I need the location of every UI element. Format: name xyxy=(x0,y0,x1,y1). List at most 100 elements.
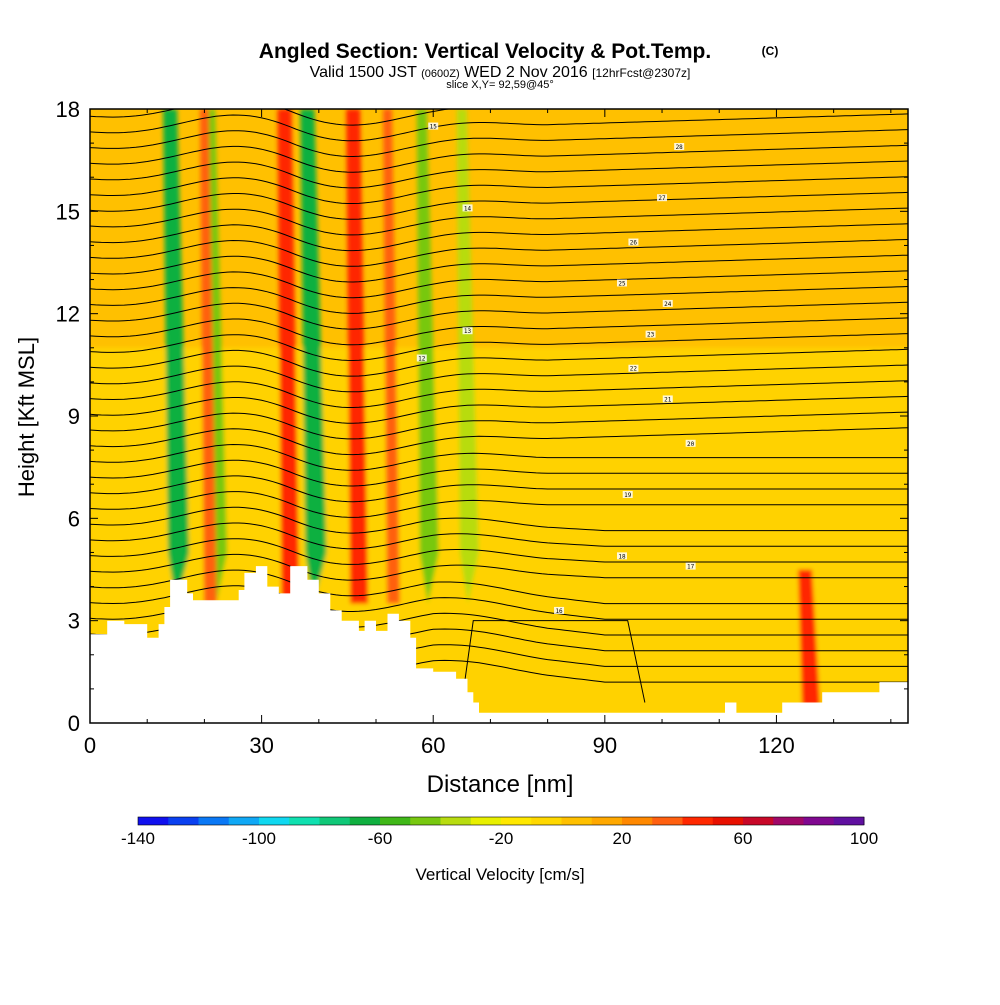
isentrope-line xyxy=(90,380,908,408)
isentrope-line xyxy=(90,491,908,518)
y-axis-ticks: 0 3 6 9 12 15 18 xyxy=(56,97,908,736)
isentrope-label: 16 xyxy=(554,606,565,615)
svg-text:19: 19 xyxy=(624,492,632,499)
isentrope-line xyxy=(90,538,908,565)
colorbar xyxy=(137,816,865,826)
y-tick-label: 3 xyxy=(68,609,80,634)
isentrope-line xyxy=(90,506,908,534)
downdraft-band xyxy=(300,109,327,604)
colorbar-swatch xyxy=(622,817,653,825)
colorbar-swatch xyxy=(228,817,260,825)
svg-text:12: 12 xyxy=(418,356,426,363)
y-tick-label: 12 xyxy=(56,302,80,327)
isentrope-line xyxy=(90,364,908,393)
isentrope-label: 24 xyxy=(662,299,673,308)
svg-text:26: 26 xyxy=(630,240,638,247)
colorbar-swatch xyxy=(652,817,683,825)
isentrope-label: 25 xyxy=(616,279,627,287)
colorbar-swatch xyxy=(440,817,472,825)
isentrope-line xyxy=(90,427,908,456)
colorbar-swatch xyxy=(289,817,320,825)
isentrope-line xyxy=(90,286,908,314)
colorbar-tick-label: -140 xyxy=(121,829,155,848)
slice-label: slice X,Y= 92,59@45° xyxy=(446,79,554,91)
y-tick-label: 0 xyxy=(68,711,80,736)
colorbar-swatch xyxy=(803,817,835,825)
updraft-band xyxy=(346,109,369,604)
chart-title-units: (C) xyxy=(762,44,779,58)
y-axis-label: Height [Kft MSL] xyxy=(14,337,39,497)
svg-text:18: 18 xyxy=(618,553,626,560)
x-tick-label: 0 xyxy=(84,733,96,758)
boundary-layer-contour xyxy=(461,620,646,703)
updraft-band xyxy=(199,109,217,604)
colorbar-tick-label: -100 xyxy=(242,829,276,848)
isentrope-line xyxy=(90,207,908,236)
terrain-mask xyxy=(90,566,908,723)
svg-text:27: 27 xyxy=(658,195,666,202)
colorbar-label: Vertical Velocity [cm/s] xyxy=(415,865,584,884)
colorbar-swatch xyxy=(682,817,714,825)
colorbar-tick-label: 20 xyxy=(613,829,632,848)
x-tick-label: 30 xyxy=(249,733,273,758)
y-tick-label: 18 xyxy=(56,97,80,122)
isentrope-line xyxy=(90,301,908,330)
svg-text:20: 20 xyxy=(687,441,695,448)
subtitle-valid: Valid 1500 JST xyxy=(310,64,418,81)
svg-text:17: 17 xyxy=(687,564,695,571)
isentrope-line xyxy=(90,411,908,440)
colorbar-tick-label: 100 xyxy=(850,829,878,848)
svg-text:24: 24 xyxy=(664,301,672,308)
colorbar-tick-label: -20 xyxy=(489,829,514,848)
svg-text:15: 15 xyxy=(430,124,438,131)
svg-text:14: 14 xyxy=(464,205,472,212)
colorbar-swatch xyxy=(743,817,774,825)
updraft-band xyxy=(277,109,300,604)
colorbar-swatch xyxy=(712,817,744,825)
colorbar-swatch xyxy=(138,817,169,825)
isentrope-line xyxy=(90,270,908,299)
colorbar-swatch xyxy=(591,817,623,825)
isentrope-line xyxy=(90,443,908,471)
isentrope-line xyxy=(90,129,908,158)
x-tick-label: 120 xyxy=(758,733,795,758)
isentrope-line xyxy=(90,317,908,346)
isentrope-line xyxy=(90,553,908,581)
isentrope-label: 15 xyxy=(428,122,439,131)
isentrope-label: 23 xyxy=(645,330,656,339)
colorbar-swatch xyxy=(773,817,804,825)
svg-text:22: 22 xyxy=(630,366,638,373)
svg-text:13: 13 xyxy=(464,328,472,335)
svg-text:21: 21 xyxy=(664,396,672,403)
x-tick-label: 60 xyxy=(421,733,445,758)
x-axis-ticks: 0 30 60 90 120 xyxy=(84,109,892,758)
isentrope-line xyxy=(90,333,908,362)
subtitle-date: WED 2 Nov 2016 xyxy=(464,64,588,81)
isentrope-line xyxy=(90,191,908,220)
colorbar-swatch xyxy=(168,817,199,825)
colorbar-swatch xyxy=(259,817,290,825)
isentrope-label: 22 xyxy=(628,364,639,373)
x-tick-label: 90 xyxy=(593,733,617,758)
isentrope-label: 21 xyxy=(662,395,673,403)
chart-title: Angled Section: Vertical Velocity & Pot.… xyxy=(259,40,711,63)
isentrope-line xyxy=(90,459,908,487)
downdraft-band xyxy=(416,109,439,604)
isentrope-label: 17 xyxy=(685,562,696,571)
isentrope-line xyxy=(90,585,908,620)
svg-text:23: 23 xyxy=(647,332,655,339)
svg-text:28: 28 xyxy=(676,144,684,151)
isentrope-line xyxy=(90,239,908,267)
colorbar-tick-label: -60 xyxy=(368,829,393,848)
isentrope-label: 18 xyxy=(616,552,627,560)
isentrope-contours xyxy=(90,109,908,703)
plot-area: 28 27 26 25 24 23 22 21 20 19 18 17 16 15 14 13 12 xyxy=(90,109,908,723)
colorbar-tick-label: 60 xyxy=(734,829,753,848)
x-axis-label: Distance [nm] xyxy=(427,771,574,798)
isentrope-line xyxy=(90,475,908,503)
y-tick-label: 15 xyxy=(56,199,80,224)
isentrope-label: 14 xyxy=(462,204,473,212)
colorbar-swatch xyxy=(561,817,593,825)
colorbar-swatch xyxy=(319,817,351,825)
